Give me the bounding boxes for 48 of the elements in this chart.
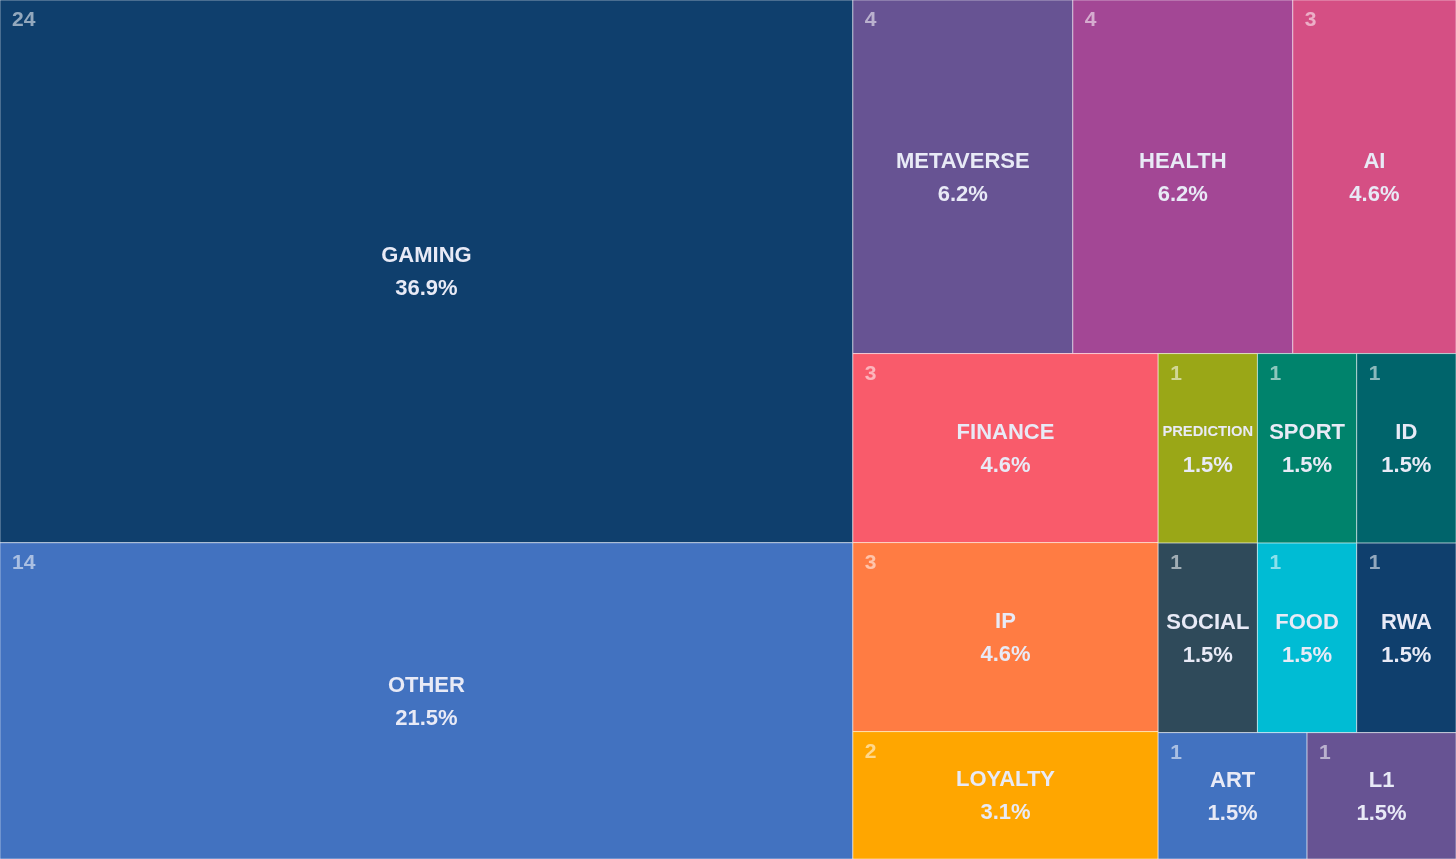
category-label: GAMING — [381, 242, 472, 268]
text: 1 — [1170, 739, 1183, 763]
category-label: ID — [1395, 419, 1418, 445]
category-label: ART — [1210, 766, 1256, 792]
text: 3 — [864, 360, 877, 384]
data-label: 1.5% — [1381, 452, 1432, 478]
category-label: OTHER — [387, 671, 466, 697]
category-label: SOCIAL — [1166, 608, 1250, 634]
data-label: 1.5% — [1381, 641, 1432, 667]
text: 14 — [12, 549, 36, 573]
text: 1 — [1269, 550, 1282, 574]
text: 1 — [1170, 550, 1183, 574]
category-label: PREDICTION — [1162, 423, 1254, 440]
text: 4 — [864, 7, 877, 30]
category-label: LOYALTY — [956, 766, 1056, 792]
data-label: 21.5% — [395, 704, 458, 730]
text: 1 — [1170, 360, 1183, 384]
category-label: AI — [1363, 147, 1386, 173]
text: 3 — [864, 549, 877, 573]
category-label: HEALTH — [1139, 147, 1227, 173]
data-label: 1.5% — [1182, 452, 1233, 478]
data-label: 1.5% — [1182, 641, 1233, 667]
text: 3 — [1304, 7, 1317, 30]
category-label: L1 — [1368, 766, 1395, 792]
text: 24 — [12, 7, 36, 30]
data-label: 3.1% — [980, 799, 1031, 825]
category-label: METAVERSE — [896, 147, 1030, 173]
category-label: SPORT — [1269, 419, 1346, 445]
text: 1 — [1319, 739, 1332, 763]
data-label: 1.5% — [1282, 452, 1333, 478]
data-label: 6.2% — [1157, 180, 1208, 206]
text: 4 — [1084, 7, 1097, 30]
data-label: 6.2% — [937, 180, 988, 206]
text: 2 — [864, 738, 877, 762]
category-label: RWA — [1380, 608, 1432, 634]
data-label: 4.6% — [980, 452, 1031, 478]
data-label: 4.6% — [980, 641, 1031, 667]
text: 1 — [1269, 360, 1282, 384]
data-label: 1.5% — [1356, 799, 1407, 825]
category-label: IP — [995, 608, 1016, 634]
data-label: 1.5% — [1282, 641, 1333, 667]
category-label: FOOD — [1275, 608, 1339, 634]
text: 1 — [1368, 360, 1381, 384]
data-label: 36.9% — [395, 275, 458, 301]
text: 1 — [1368, 550, 1381, 574]
data-label: 4.6% — [1349, 180, 1400, 206]
category-label: FINANCE — [956, 419, 1055, 445]
data-label: 1.5% — [1207, 799, 1258, 825]
